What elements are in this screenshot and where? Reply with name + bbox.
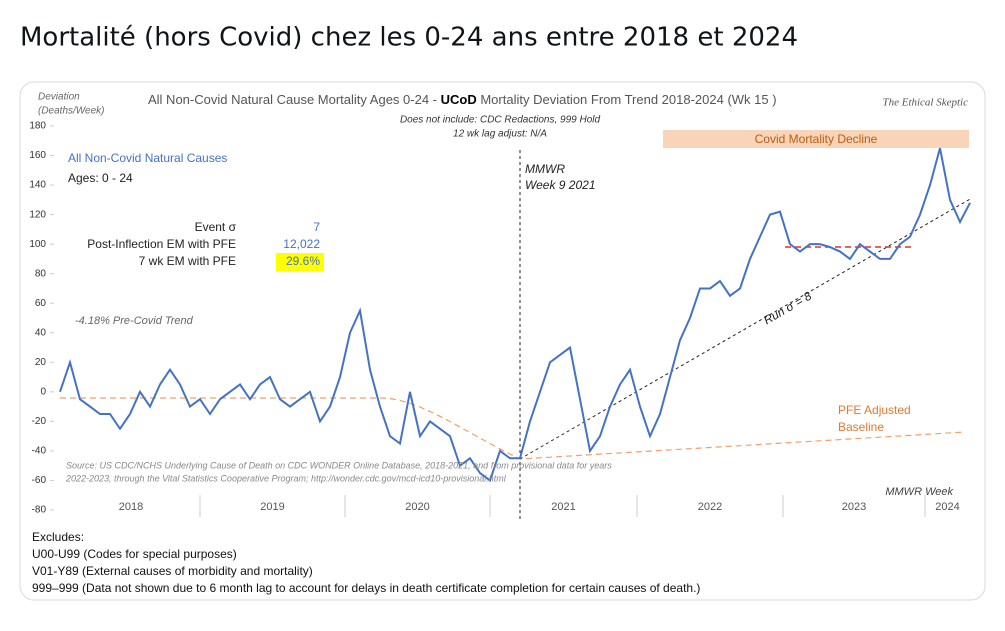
covid-band: [663, 130, 969, 148]
y-tick-label: 140: [29, 180, 46, 191]
excludes-item: V01-Y89 (External causes of morbidity an…: [32, 564, 313, 578]
y-tick-label: 40: [35, 327, 47, 338]
excludes-heading: Excludes:: [32, 530, 84, 544]
x-band-label: 2020: [405, 501, 429, 513]
chart-subtitle: Does not include: CDC Redactions, 999 Ho…: [400, 115, 601, 126]
x-band-label: 2021: [551, 501, 575, 513]
annotation: Covid Mortality Decline: [755, 132, 878, 146]
legend-label: All Non-Covid Natural Causes: [68, 151, 227, 165]
chart-subtitle: 12 wk lag adjust: N/A: [453, 129, 547, 140]
source-note: 2022-2023, through the Vital Statistics …: [65, 473, 507, 483]
excludes-item: 999–999 (Data not shown due to 6 month l…: [32, 581, 700, 595]
annotation: -4.18% Pre-Covid Trend: [75, 315, 194, 327]
y-axis-label: (Deaths/Week): [38, 106, 105, 117]
brand: The Ethical Skeptic: [882, 97, 968, 109]
x-band-label: 2019: [260, 501, 284, 513]
x-band-label: 2024: [935, 501, 959, 513]
y-tick-label: 80: [35, 268, 47, 279]
annotation: MMWR Week: [885, 486, 953, 498]
series-line: [59, 147, 971, 483]
y-tick-label: 120: [29, 209, 46, 220]
stat-value: 12,022: [283, 237, 320, 251]
x-band-label: 2018: [119, 501, 143, 513]
pfe-baseline: [60, 397, 966, 460]
annotation: Week 9 2021: [525, 178, 596, 192]
y-tick-label: -20: [32, 416, 47, 427]
annotation: MMWR: [525, 162, 565, 176]
y-axis-label: Deviation: [38, 92, 80, 103]
stat-label: Post-Inflection EM with PFE: [87, 237, 236, 251]
y-tick-label: -60: [32, 475, 47, 486]
excludes-item: U00-U99 (Codes for special purposes): [32, 547, 237, 561]
title-part: All Non-Covid Natural Cause Mortality Ag…: [148, 92, 441, 107]
y-tick-label: 20: [35, 357, 47, 368]
x-band-label: 2022: [698, 501, 722, 513]
post-title: Mortalité (hors Covid) chez les 0-24 ans…: [20, 23, 798, 53]
y-tick-label: 0: [40, 386, 46, 397]
source-note: Source: US CDC/NCHS Underlying Cause of …: [66, 460, 612, 470]
legend-note: Ages: 0 - 24: [68, 171, 133, 185]
stat-label: Event σ: [195, 220, 237, 234]
stat-highlight: [276, 253, 324, 271]
y-tick-label: -40: [32, 446, 47, 457]
title-part: Mortality Deviation From Trend 2018-2024…: [477, 92, 777, 107]
stat-value: 29.6%: [286, 254, 320, 268]
stat-label: 7 wk EM with PFE: [139, 254, 236, 268]
run-trend: [519, 197, 973, 460]
y-tick-label: 100: [29, 239, 46, 250]
chart-title: All Non-Covid Natural Cause Mortality Ag…: [148, 92, 777, 107]
x-band-label: 2023: [842, 501, 866, 513]
title-part: UCoD: [441, 92, 477, 107]
y-tick-label: -80: [32, 505, 47, 516]
y-tick-label: 60: [35, 298, 47, 309]
card: [19, 81, 986, 601]
annotation: Baseline: [838, 420, 884, 434]
y-tick-label: 180: [29, 121, 46, 132]
y-tick-label: 160: [29, 150, 46, 161]
stat-value: 7: [313, 220, 320, 234]
annotation: PFE Adjusted: [838, 403, 911, 417]
